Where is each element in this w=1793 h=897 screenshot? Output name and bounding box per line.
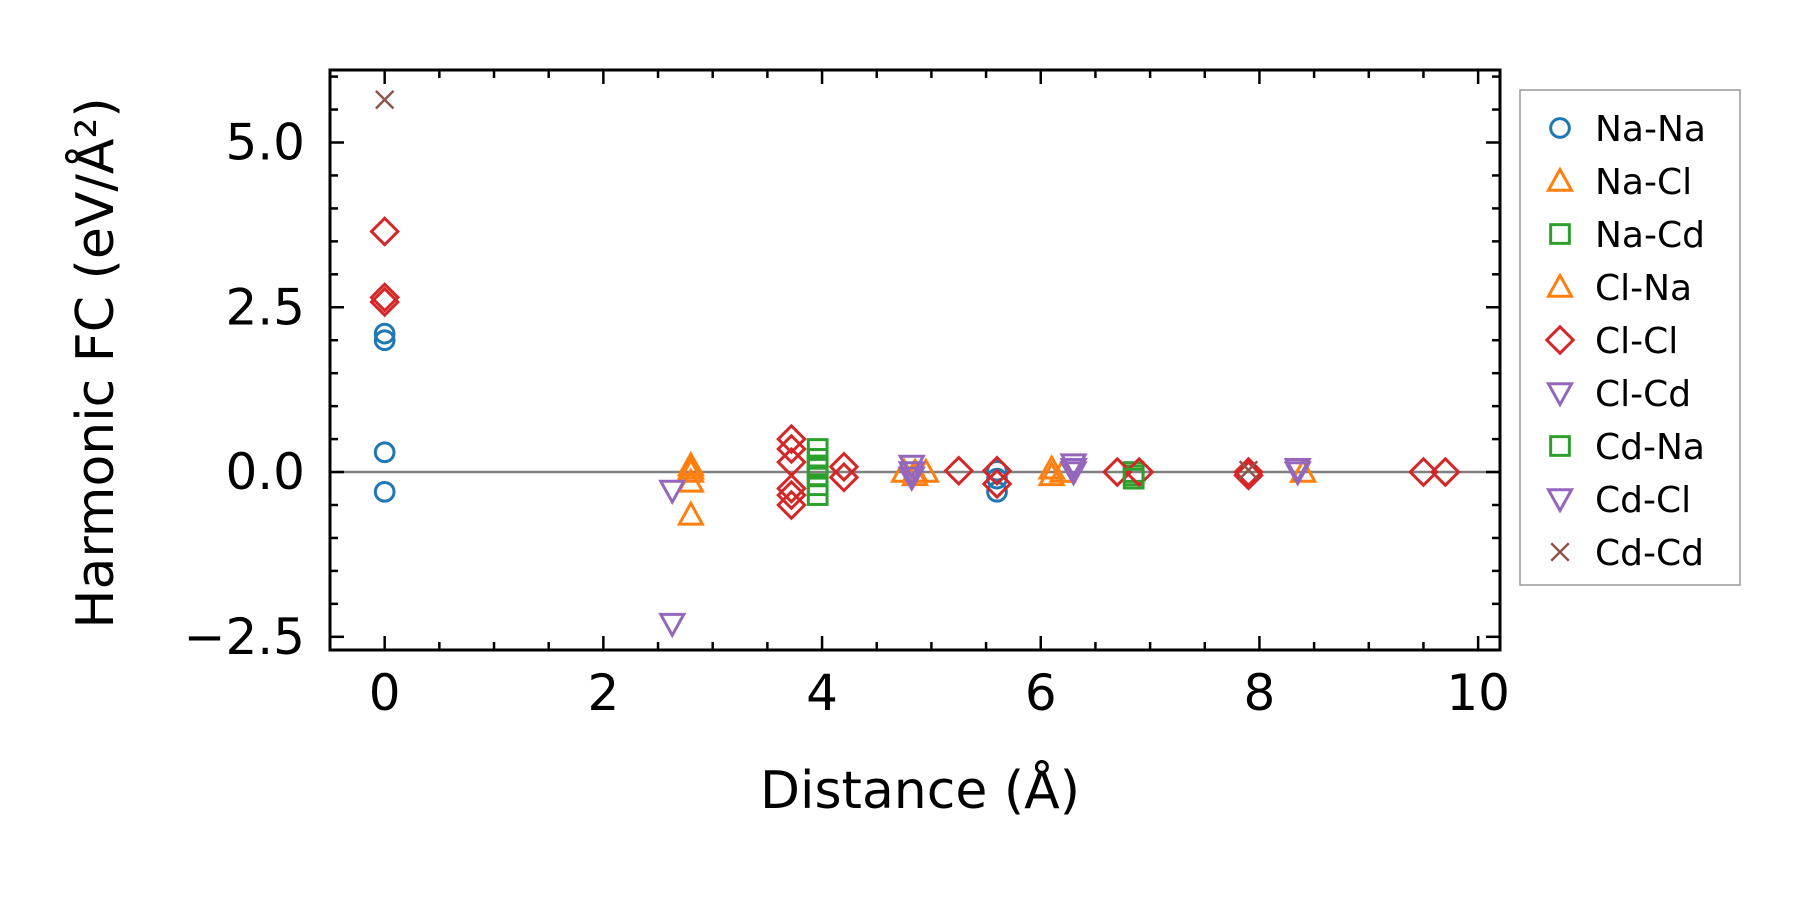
data-point-cd-cd [1238,460,1259,480]
data-point-na-cl [1289,457,1318,483]
data-point-cl-cl [1233,456,1264,488]
legend-marker-cl-cl [1544,324,1576,356]
data-point-cl-cl [981,455,1013,487]
data-point-cl-cl [828,461,860,493]
legend-item-cl-cl: Cl-Cl [1544,321,1678,362]
data-point-cl-cl [1233,460,1264,491]
data-point-na-cl [676,500,705,526]
data-point-na-na [986,459,1008,482]
series-cd-cl [897,458,1312,487]
data-point-cl-cl [828,451,860,483]
legend-label-cl-cd: Cl-Cd [1595,374,1691,415]
x-tick-label: 8 [1244,664,1276,722]
data-point-na-na [373,441,396,464]
legend-label-cl-cl: Cl-Cl [1595,321,1678,362]
data-point-na-cl [676,450,705,477]
legend-item-na-cl: Na-Cl [1545,162,1692,203]
legend-item-cl-na: Cl-Na [1545,268,1692,309]
legend-marker-cl-cd [1545,382,1575,408]
legend-label-cd-cl: Cd-Cl [1595,480,1691,521]
y-tick-label: −2.5 [184,608,305,666]
data-point-cl-cl [776,423,807,455]
legend-item-na-cd: Na-Cd [1549,215,1705,256]
legend-marker-cd-na [1549,435,1571,457]
data-point-cl-cd [658,612,687,639]
legend-marker-cd-cl [1545,488,1575,514]
data-point-cd-cl [897,461,926,487]
legend-marker-na-cd [1549,223,1571,245]
legend-item-na-na: Na-Na [1549,109,1706,150]
data-point-cl-cl [1408,456,1439,488]
data-point-na-cl [676,457,705,483]
data-point-cl-na [676,454,705,480]
x-tick-label: 6 [1025,664,1057,722]
series-cl-na [676,454,1077,483]
data-point-cl-cl [776,473,807,504]
legend-marker-cl-na [1545,272,1575,298]
x-tick-label: 0 [369,664,401,722]
data-point-na-na [373,329,396,352]
plot-frame [328,68,1502,652]
data-point-cl-cl [1430,456,1461,488]
x-tick-label: 10 [1446,664,1510,722]
data-point-cl-cd [897,466,926,492]
y-axis-label: Harmonic FC (eV/Å²) [64,97,126,628]
legend-label-cl-na: Cl-Na [1595,268,1692,309]
y-tick-label: 0.0 [225,443,305,501]
legend-label-na-cd: Na-Cd [1595,215,1705,256]
data-points [369,89,1461,639]
legend-label-cd-na: Cd-Na [1595,427,1705,468]
plot-layer [330,89,1500,639]
data-point-cl-cl [369,216,400,247]
data-point-cl-cl [981,468,1013,500]
data-point-cl-cl [369,282,400,313]
data-point-cd-na [1122,467,1145,490]
legend-label-na-cl: Na-Cl [1595,162,1692,203]
data-point-cl-cd [1059,461,1088,487]
x-tick-label: 2 [587,664,619,722]
data-point-cl-cl [776,479,807,511]
data-point-na-cl [1037,460,1066,487]
data-point-na-na [373,322,396,345]
series-cd-na [806,454,1145,490]
data-point-cl-cl [369,286,400,318]
data-point-cl-cl [776,433,807,465]
data-point-cd-cl [1059,458,1088,484]
y-tick-label: 5.0 [225,114,305,172]
data-point-na-cd [806,484,829,506]
data-point-cl-cd [1059,453,1088,479]
legend-marker-na-na [1549,117,1571,139]
data-point-cl-cl [1123,456,1155,488]
legend: Na-Na Na-Cl Na-Cd Cl-Na Cl-Cl Cl-Cd Cd-Na Cd-Cl… [1519,89,1741,586]
data-point-cd-cl [1283,461,1312,487]
x-tick-label: 4 [806,664,838,722]
data-point-cd-cd [374,89,395,110]
legend-item-cl-cd: Cl-Cd [1545,374,1691,415]
data-point-cl-cd [658,479,687,506]
legend-marker-cd-cd [1550,542,1570,562]
data-point-cl-cl [776,489,807,521]
data-point-na-na [373,480,396,503]
series-cl-cd [658,453,1312,639]
data-point-cl-cd [1283,458,1312,484]
legend-label-na-na: Na-Na [1595,109,1706,150]
legend-marker-na-cl [1545,166,1575,192]
legend-item-cd-cd: Cd-Cd [1550,533,1704,574]
axes-layer: 0 2 4 6 8 10 −2.5 0.0 2.5 5.0 [184,68,1510,722]
data-point-cl-cl [943,455,975,487]
data-point-cl-cl [1101,456,1133,488]
legend-label-cd-cd: Cd-Cd [1595,533,1704,574]
y-tick-label: 2.5 [225,278,305,336]
x-axis-label: Distance (Å) [760,759,1080,821]
series-cd-cd [374,89,1259,480]
series-cl-cl [369,216,1461,521]
legend-item-cd-cl: Cd-Cl [1545,480,1691,521]
legend-item-cd-na: Cd-Na [1549,427,1705,468]
data-point-cd-na [806,454,829,477]
